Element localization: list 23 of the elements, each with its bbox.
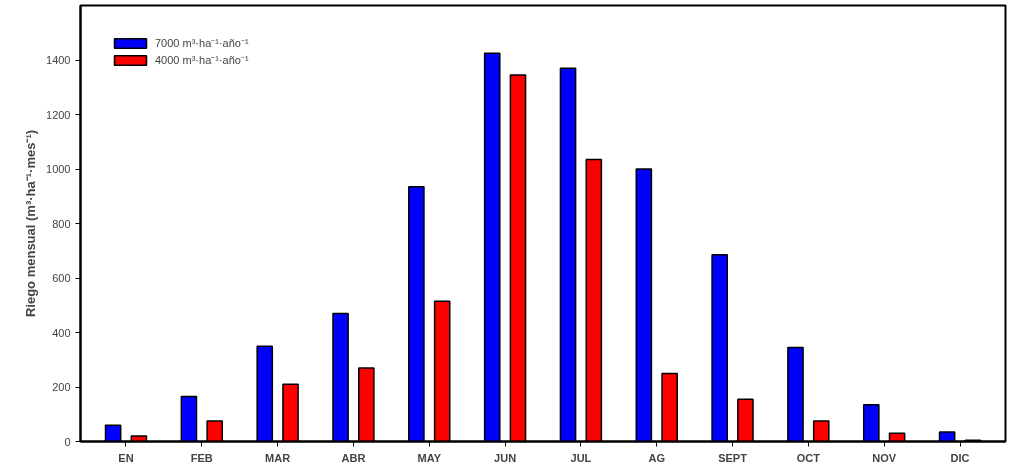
legend-label: 4000 m³·ha⁻¹·año⁻¹ <box>155 53 249 67</box>
x-tick-label: SEPT <box>718 451 748 464</box>
x-tick-label: FEB <box>190 451 213 464</box>
x-tick-label: NOV <box>872 451 897 464</box>
y-tick-label: 200 <box>52 381 71 393</box>
y-tick-label: 800 <box>52 217 71 230</box>
y-tick-label: 400 <box>52 326 71 339</box>
x-tick-label: JUL <box>570 451 592 464</box>
x-tick-label: ABR <box>341 451 366 464</box>
y-tick-label: 1400 <box>46 54 71 66</box>
legend-label: 7000 m³·ha⁻¹·año⁻¹ <box>155 36 249 50</box>
y-tick-label: 0 <box>64 435 71 448</box>
y-tick-label: 1000 <box>46 163 71 175</box>
x-tick-label: MAY <box>417 451 442 464</box>
y-tick-label: 600 <box>52 272 71 284</box>
x-tick-label: DIC <box>950 451 970 464</box>
x-tick-label: JUN <box>494 451 517 464</box>
x-tick-label: EN <box>118 451 134 464</box>
y-tick-label: 1200 <box>46 108 71 121</box>
y-axis-title: Riego mensual (m³·ha⁻¹·mes⁻¹) <box>23 129 39 318</box>
x-tick-label: MAR <box>265 451 291 464</box>
x-tick-label: AG <box>648 451 665 464</box>
x-tick-label: OCT <box>796 451 821 464</box>
